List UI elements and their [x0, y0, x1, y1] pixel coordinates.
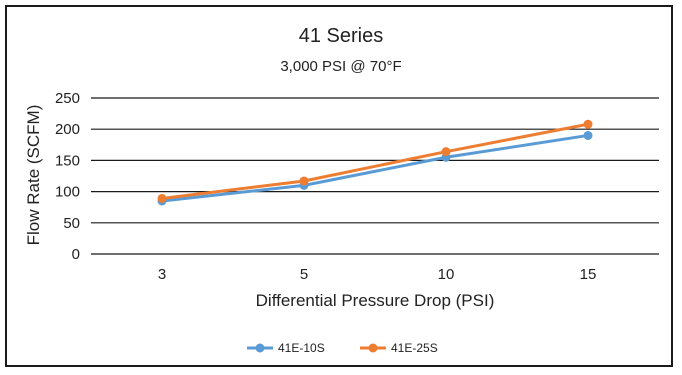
y-axis-ticks: 0 50 100 150 200 250 [55, 90, 80, 263]
x-tick-label: 5 [300, 266, 308, 283]
data-point-41E-25S [583, 119, 593, 129]
data-point-41E-25S [441, 147, 451, 157]
y-tick-label: 0 [72, 246, 80, 263]
series-lines [157, 119, 593, 206]
y-tick-label: 150 [55, 152, 80, 169]
legend-label-41E-25S: 41E-25S [391, 341, 438, 355]
legend-marker-41E-10S [255, 343, 265, 353]
chart-title: 41 Series [299, 25, 384, 47]
legend: 41E-10S 41E-25S [247, 341, 438, 355]
data-point-41E-25S [157, 193, 167, 203]
series-line-41E-25S [160, 122, 590, 200]
y-tick-label: 200 [55, 121, 80, 138]
legend-label-41E-10S: 41E-10S [278, 341, 325, 355]
gridlines [91, 97, 659, 255]
y-tick-label: 50 [63, 215, 80, 232]
x-tick-label: 3 [158, 266, 166, 283]
chart-frame [5, 5, 673, 367]
data-point-41E-25S [299, 176, 309, 186]
x-axis-ticks: 3 5 10 15 [158, 266, 597, 283]
x-tick-label: 15 [580, 266, 597, 283]
data-point-41E-10S [583, 130, 593, 140]
y-tick-label: 100 [55, 184, 80, 201]
y-tick-label: 250 [55, 90, 80, 107]
legend-marker-41E-25S [368, 343, 378, 353]
chart-subtitle: 3,000 PSI @ 70°F [280, 58, 401, 75]
x-axis-title: Differential Pressure Drop (PSI) [256, 291, 495, 310]
x-tick-label: 10 [438, 266, 455, 283]
y-axis-title: Flow Rate (SCFM) [24, 105, 43, 246]
series-line-41E-10S [160, 133, 590, 203]
